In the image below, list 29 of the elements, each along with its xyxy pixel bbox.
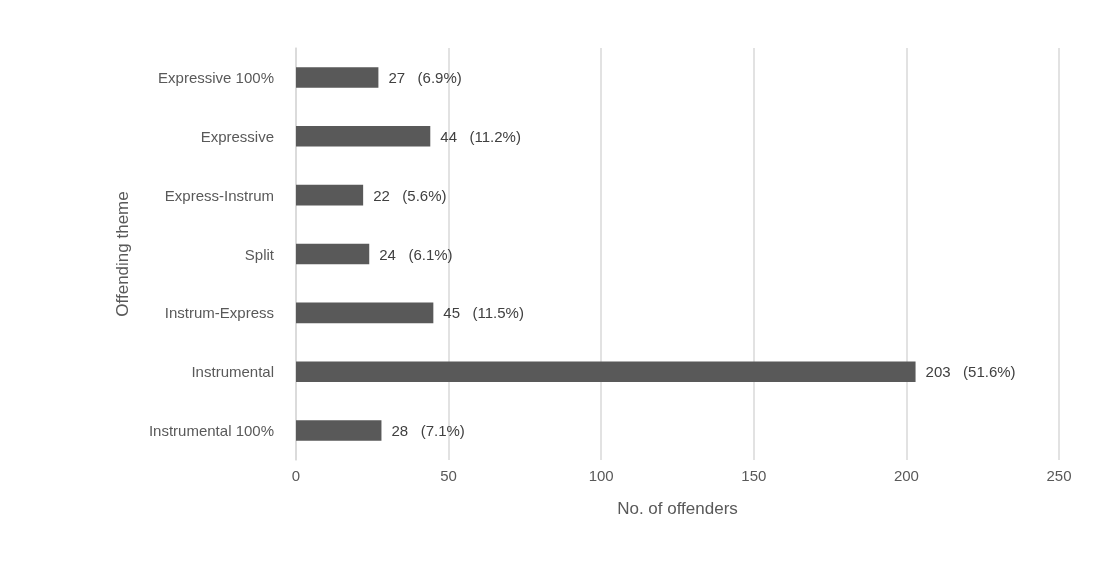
data-label: 45 (11.5%) bbox=[443, 304, 524, 322]
bar bbox=[296, 361, 916, 383]
x-tick-label: 0 bbox=[291, 467, 301, 484]
data-label: 27 (6.9%) bbox=[388, 68, 462, 86]
bar bbox=[296, 125, 431, 147]
data-label: 203 (51.6%) bbox=[925, 363, 1016, 381]
y-tick-label: Expressive 100% bbox=[158, 68, 274, 86]
bar bbox=[296, 302, 434, 324]
x-tick-label: 250 bbox=[1046, 467, 1072, 484]
data-label: 24 (6.1%) bbox=[379, 245, 453, 263]
x-tick-label: 50 bbox=[440, 467, 457, 484]
y-axis-title: Offending theme bbox=[113, 191, 132, 317]
data-label: 28 (7.1%) bbox=[391, 422, 465, 440]
y-tick-label: Instrumental bbox=[191, 363, 274, 381]
bar bbox=[296, 67, 379, 88]
y-tick-label: Instrumental 100% bbox=[148, 422, 274, 440]
x-tick-label: 150 bbox=[741, 467, 767, 484]
bar bbox=[296, 243, 370, 265]
data-label: 22 (5.6%) bbox=[373, 186, 447, 204]
y-tick-label: Express-Instrum bbox=[164, 186, 274, 204]
y-tick-label: Instrum-Express bbox=[164, 304, 274, 322]
y-tick-label: Split bbox=[244, 245, 275, 263]
x-axis-title: No. of offenders bbox=[617, 499, 738, 518]
x-tick-label: 100 bbox=[588, 467, 614, 484]
bar bbox=[296, 184, 364, 206]
y-tick-label: Expressive bbox=[200, 127, 274, 145]
data-label: 44 (11.2%) bbox=[440, 127, 521, 145]
x-tick-label: 200 bbox=[893, 467, 919, 484]
bar bbox=[296, 420, 382, 441]
